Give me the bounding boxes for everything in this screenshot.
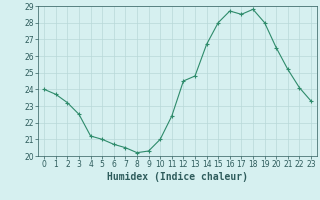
X-axis label: Humidex (Indice chaleur): Humidex (Indice chaleur) bbox=[107, 172, 248, 182]
